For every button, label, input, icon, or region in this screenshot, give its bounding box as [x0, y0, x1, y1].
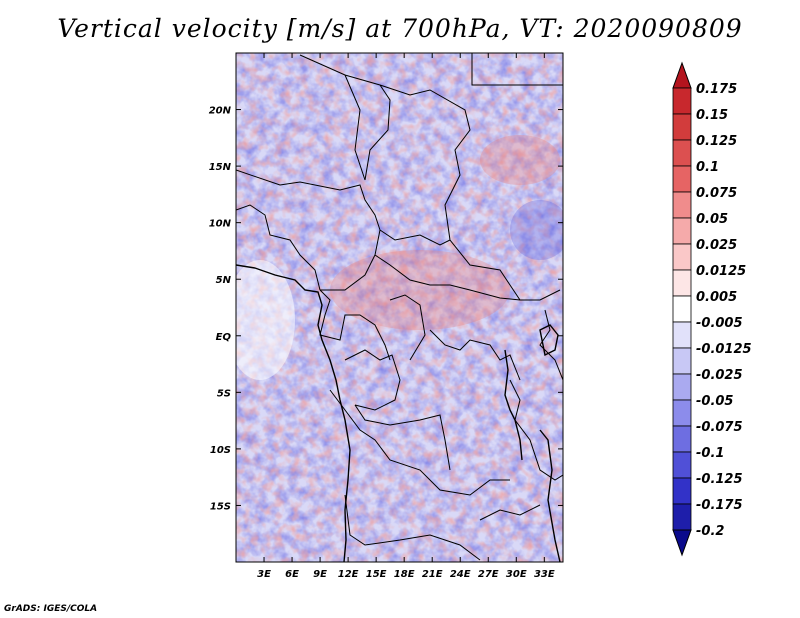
colorbar-segment [672, 243, 692, 271]
lat-tick-label: EQ [216, 332, 232, 343]
lon-tick-label: 9E [313, 569, 327, 580]
colorbar-level-label: 0.125 [696, 134, 737, 149]
colorbar-level-label: 0.075 [696, 186, 737, 201]
colorbar-max-arrow [672, 61, 692, 89]
colorbar-level-label: -0.025 [696, 368, 743, 383]
colorbar-segment [672, 87, 692, 115]
colorbar-segment [672, 269, 692, 297]
lat-tick-label: 5N [216, 275, 232, 286]
map-frame [235, 52, 564, 563]
lat-tick-label: 20N [209, 106, 232, 117]
colorbar-level-label: 0.15 [696, 108, 728, 123]
colorbar-level-label: 0.1 [696, 160, 719, 175]
lon-tick-label: 33E [534, 569, 555, 580]
lon-tick-label: 6E [285, 569, 299, 580]
colorbar-segment [672, 295, 692, 323]
colorbar-level-label: 0.025 [696, 238, 737, 253]
colorbar-level-label: -0.1 [696, 446, 724, 461]
colorbar-segment [672, 347, 692, 375]
latitude-axis: 20N 15N 10N 5N EQ 5S 10S 15S [209, 106, 563, 512]
colorbar-level-label: 0.005 [696, 290, 737, 305]
colorbar: 0.175 0.15 0.125 0.1 0.075 0.05 0.025 0.0125 0.0… [672, 61, 752, 557]
lat-tick-label: 15N [209, 162, 232, 173]
colorbar-level-label: -0.2 [696, 524, 724, 539]
colorbar-segment [672, 217, 692, 245]
lon-tick-label: 27E [478, 569, 499, 580]
colorbar-level-label: 0.05 [696, 212, 728, 227]
country-borders [236, 53, 563, 561]
colorbar-segment [672, 477, 692, 505]
lon-tick-label: 30E [506, 569, 527, 580]
lon-tick-label: 18E [394, 569, 415, 580]
colorbar-level-label: -0.125 [696, 472, 743, 487]
lon-tick-label: 3E [257, 569, 271, 580]
colorbar-segment [672, 191, 692, 219]
chart-title: Vertical velocity [m/s] at 700hPa, VT: 2… [57, 14, 743, 43]
lat-tick-label: 10N [209, 219, 232, 230]
grads-credit: GrADS: IGES/COLA [4, 604, 98, 614]
colorbar-level-label: -0.05 [696, 394, 733, 409]
colorbar-level-label: 0.175 [696, 82, 737, 97]
lon-tick-label: 24E [450, 569, 471, 580]
lon-tick-label: 12E [338, 569, 359, 580]
lon-tick-label: 15E [366, 569, 387, 580]
coastlines [236, 264, 561, 562]
colorbar-segment [672, 113, 692, 141]
colorbar-segment [672, 503, 692, 531]
colorbar-segment [672, 373, 692, 401]
colorbar-level-label: -0.0125 [696, 342, 752, 357]
colorbar-level-label: -0.075 [696, 420, 743, 435]
colorbar-segment [672, 139, 692, 167]
colorbar-level-label: -0.175 [696, 498, 743, 513]
colorbar-segment [672, 399, 692, 427]
colorbar-segment [672, 425, 692, 453]
longitude-axis: 3E 6E 9E 12E 15E 18E 21E 24E 27E 30E 33E [257, 53, 555, 580]
colorbar-min-arrow [672, 529, 692, 557]
lon-tick-label: 21E [422, 569, 443, 580]
colorbar-level-label: 0.0125 [696, 264, 746, 279]
colorbar-segment [672, 321, 692, 349]
velocity-field [236, 53, 563, 562]
lat-tick-label: 10S [210, 445, 231, 456]
lat-tick-label: 5S [217, 388, 231, 399]
colorbar-segment [672, 451, 692, 479]
lat-tick-label: 15S [210, 501, 231, 512]
colorbar-level-label: -0.005 [696, 316, 743, 331]
colorbar-segment [672, 165, 692, 193]
